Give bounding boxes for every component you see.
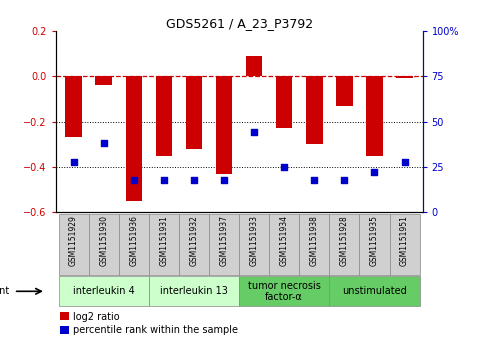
Text: interleukin 4: interleukin 4 [73,286,135,296]
Text: agent: agent [0,286,10,296]
Bar [65,76,82,138]
Point [311,177,318,183]
Text: GSM1151932: GSM1151932 [189,215,199,266]
Legend: log2 ratio, percentile rank within the sample: log2 ratio, percentile rank within the s… [60,311,238,335]
Text: GSM1151928: GSM1151928 [340,215,349,266]
Bar [185,76,202,149]
FancyBboxPatch shape [58,277,149,306]
Bar [276,76,293,129]
FancyBboxPatch shape [269,213,299,275]
Bar [396,76,413,78]
Text: tumor necrosis
factor-α: tumor necrosis factor-α [248,281,321,302]
Bar [96,76,112,85]
Bar [366,76,383,156]
Text: GSM1151937: GSM1151937 [220,215,228,266]
Bar [336,76,353,106]
FancyBboxPatch shape [149,213,179,275]
FancyBboxPatch shape [149,277,239,306]
Bar [216,76,232,174]
Bar [126,76,142,201]
Text: GSM1151931: GSM1151931 [159,215,169,266]
Text: GSM1151933: GSM1151933 [250,215,258,266]
FancyBboxPatch shape [179,213,209,275]
FancyBboxPatch shape [299,213,329,275]
Text: interleukin 13: interleukin 13 [160,286,228,296]
Point [190,177,198,183]
Bar [246,56,262,76]
Point [370,170,378,175]
FancyBboxPatch shape [329,213,359,275]
Text: GSM1151929: GSM1151929 [69,215,78,266]
Text: GSM1151951: GSM1151951 [400,215,409,266]
FancyBboxPatch shape [239,213,269,275]
FancyBboxPatch shape [359,213,389,275]
Point [100,140,108,146]
FancyBboxPatch shape [209,213,239,275]
Point [280,164,288,170]
FancyBboxPatch shape [329,277,420,306]
Point [250,130,258,135]
Point [160,177,168,183]
Text: GSM1151936: GSM1151936 [129,215,138,266]
FancyBboxPatch shape [239,277,329,306]
Point [130,177,138,183]
Text: GSM1151930: GSM1151930 [99,215,108,266]
FancyBboxPatch shape [89,213,119,275]
Point [341,177,348,183]
Text: unstimulated: unstimulated [342,286,407,296]
Point [401,159,409,164]
Text: GSM1151935: GSM1151935 [370,215,379,266]
Text: GSM1151938: GSM1151938 [310,215,319,266]
Point [70,159,77,164]
Text: GSM1151934: GSM1151934 [280,215,289,266]
FancyBboxPatch shape [389,213,420,275]
Title: GDS5261 / A_23_P3792: GDS5261 / A_23_P3792 [166,17,313,30]
Bar [156,76,172,156]
Point [220,177,228,183]
FancyBboxPatch shape [119,213,149,275]
Bar [306,76,323,144]
FancyBboxPatch shape [58,213,89,275]
